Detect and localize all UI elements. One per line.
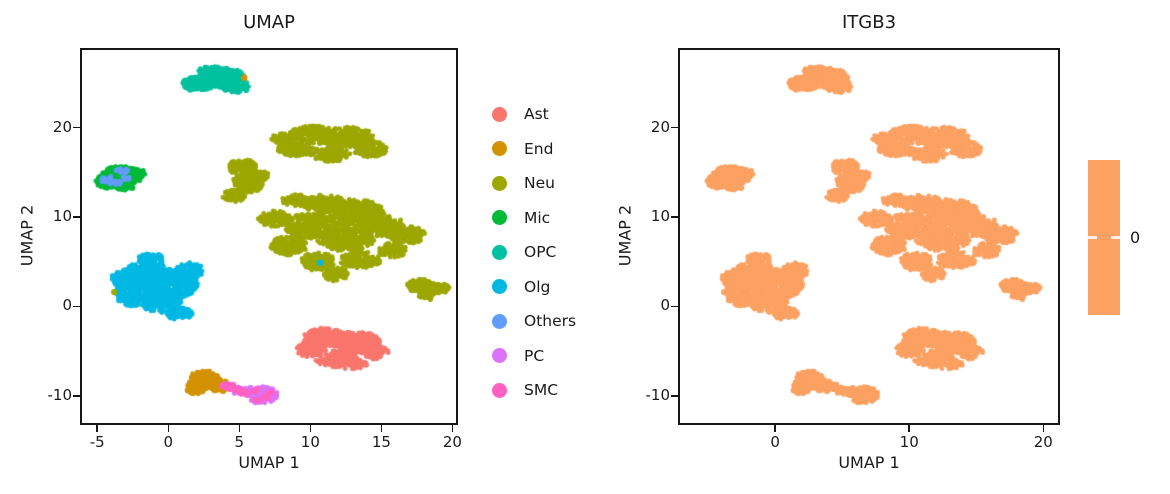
- x-tick-label: -5: [89, 433, 105, 451]
- legend-item-mic: Mic: [492, 201, 576, 236]
- legend-item-olg: Olg: [492, 270, 576, 305]
- y-tick-mark: [671, 305, 678, 308]
- colorbar-tick-left: [1088, 236, 1097, 239]
- legend-item-neu: Neu: [492, 166, 576, 201]
- cluster-legend: Ast End Neu Mic OPC Olg Others PC SMC: [492, 97, 576, 408]
- legend-dot-neu: [492, 175, 507, 191]
- y-tick-label: 0: [62, 296, 72, 315]
- legend-item-pc: PC: [492, 339, 576, 374]
- legend-item-opc: OPC: [492, 235, 576, 270]
- legend-label: End: [524, 139, 554, 158]
- y-tick-label: 20: [52, 117, 72, 136]
- colorbar-tick-label: 0: [1130, 228, 1141, 247]
- y-tick-label: 0: [660, 296, 670, 315]
- x-tick-label: 10: [899, 433, 919, 451]
- x-tick-label: 15: [371, 433, 391, 451]
- legend-item-smc: SMC: [492, 373, 576, 408]
- x-tick-mark: [96, 425, 98, 432]
- legend-item-ast: Ast: [492, 97, 576, 132]
- x-tick-mark: [167, 425, 169, 432]
- x-tick-label: 20: [442, 433, 462, 451]
- y-tick-mark: [73, 126, 80, 129]
- umap-x-axis-label: UMAP 1: [238, 453, 300, 472]
- legend-dot-olg: [492, 279, 507, 295]
- legend-dot-pc: [492, 348, 507, 364]
- umap-scatter-canvas: [82, 50, 456, 423]
- expression-colorbar: [1088, 160, 1120, 315]
- legend-dot-end: [492, 141, 507, 157]
- legend-dot-others: [492, 313, 507, 329]
- y-tick-label: -10: [645, 385, 671, 404]
- x-tick-label: 0: [770, 433, 780, 451]
- y-tick-label: -10: [47, 385, 73, 404]
- legend-dot-mic: [492, 210, 507, 226]
- legend-label: Olg: [524, 277, 551, 296]
- x-tick-mark: [380, 425, 383, 432]
- legend-item-others: Others: [492, 304, 576, 339]
- x-tick-label: 10: [300, 433, 320, 451]
- x-tick-mark: [1042, 425, 1044, 432]
- x-tick-label: 20: [1033, 433, 1053, 451]
- x-tick-label: 0: [163, 433, 174, 451]
- y-tick-mark: [73, 216, 80, 218]
- legend-dot-opc: [492, 244, 507, 260]
- legend-label: Others: [524, 312, 577, 331]
- legend-dot-ast: [492, 106, 507, 122]
- y-tick-label: 20: [650, 117, 670, 136]
- umap-plot-area: [80, 48, 458, 425]
- legend-label: Ast: [524, 105, 549, 124]
- x-tick-mark: [309, 425, 312, 432]
- legend-dot-smc: [492, 382, 507, 398]
- itgb3-plot-area: [678, 48, 1060, 425]
- itgb3-plot-title: ITGB3: [841, 12, 897, 33]
- x-tick-label: 5: [234, 433, 245, 451]
- legend-label: SMC: [524, 381, 559, 400]
- x-tick-mark: [908, 425, 910, 432]
- y-tick-mark: [671, 126, 678, 129]
- x-tick-mark: [774, 425, 776, 432]
- legend-label: OPC: [524, 243, 557, 262]
- x-tick-mark: [451, 425, 454, 432]
- legend-label: Neu: [524, 174, 555, 193]
- y-tick-mark: [671, 216, 678, 218]
- y-tick-mark: [73, 395, 80, 397]
- y-tick-mark: [671, 395, 678, 397]
- colorbar-tick-right: [1111, 236, 1120, 239]
- y-tick-label: 10: [52, 207, 72, 226]
- legend-label: PC: [524, 346, 545, 365]
- y-tick-label: 10: [650, 207, 670, 226]
- umap-plot-title: UMAP: [243, 12, 295, 33]
- itgb3-x-axis-label: UMAP 1: [838, 453, 900, 472]
- x-tick-mark: [238, 425, 241, 432]
- legend-item-end: End: [492, 132, 576, 167]
- legend-label: Mic: [524, 208, 551, 227]
- itgb3-scatter-canvas: [680, 50, 1058, 423]
- y-tick-mark: [73, 305, 80, 308]
